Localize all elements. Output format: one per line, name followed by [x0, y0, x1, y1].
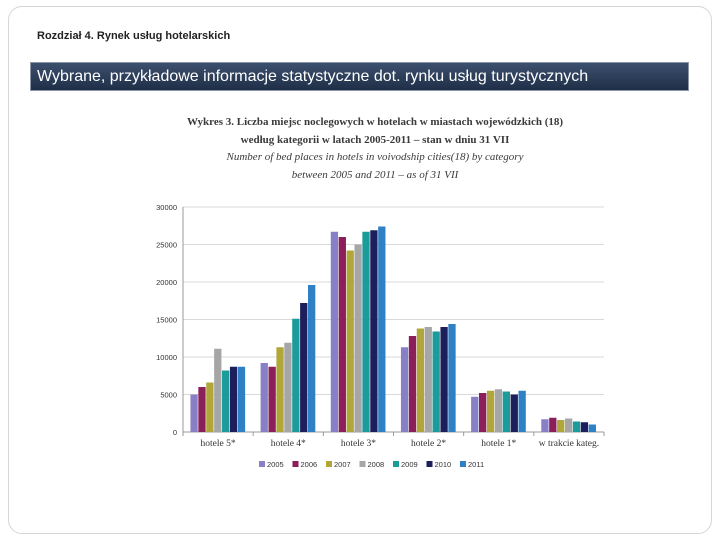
bar-2011-3	[448, 324, 456, 432]
bar-2011-4	[518, 390, 526, 432]
legend-swatch-2010	[426, 461, 433, 467]
bar-2005-5	[541, 419, 549, 432]
chapter-title: Rozdział 4. Rynek usług hotelarskich	[37, 30, 231, 42]
x-category-label: hotele 1*	[481, 439, 516, 449]
bar-2006-3	[408, 336, 417, 432]
bar-2009-2	[362, 231, 370, 432]
y-tick-label: 0	[173, 428, 177, 437]
bar-2010-2	[370, 230, 378, 432]
bar-2010-1	[300, 303, 308, 432]
bar-2008-4	[494, 389, 503, 432]
legend-swatch-2005	[259, 461, 265, 467]
x-category-label: hotele 5*	[201, 439, 236, 449]
bar-2006-1	[268, 366, 276, 432]
bar-2008-1	[284, 342, 292, 432]
legend-label-2011: 2011	[468, 460, 484, 469]
legend-label-2007: 2007	[334, 460, 351, 469]
bar-2009-3	[432, 331, 440, 432]
chart-title-block: Wykres 3. Liczba miejsc noclegowych w ho…	[140, 114, 610, 184]
bar-2010-4	[510, 394, 518, 432]
bar-2011-1	[308, 285, 316, 432]
legend: 2005 2006 2007 2008 2009 2010 2011	[259, 460, 484, 469]
y-tick-label: 20000	[156, 278, 177, 287]
legend-label-2009: 2009	[401, 460, 418, 469]
y-tick-label: 30000	[156, 203, 177, 212]
chart-title-pl-2: według kategorii w latach 2005-2011 – st…	[240, 133, 510, 146]
bar-2005-2	[330, 231, 339, 432]
chart-title-pl-1: Wykres 3. Liczba miejsc noclegowych w ho…	[186, 116, 564, 128]
bar-2007-0	[206, 382, 214, 432]
bar-2011-2	[378, 226, 386, 432]
bar-2006-0	[198, 387, 206, 432]
legend-swatch-2006	[292, 461, 299, 467]
legend-label-2008: 2008	[368, 460, 385, 469]
bar-2007-4	[486, 390, 495, 432]
legend-swatch-2011	[460, 461, 466, 467]
x-category-label: hotele 3*	[341, 439, 376, 449]
bar-2007-5	[557, 420, 565, 432]
bar-2005-4	[471, 396, 479, 432]
bar-2009-4	[502, 391, 510, 432]
bar-2007-2	[346, 250, 354, 432]
legend-label-2005: 2005	[267, 460, 284, 469]
bar-2007-1	[276, 347, 284, 432]
section-banner: Wybrane, przykładowe informacje statysty…	[30, 62, 689, 91]
bar-2005-3	[400, 347, 409, 432]
bar-2008-5	[564, 418, 573, 432]
bar-2009-0	[222, 370, 230, 432]
bar-2008-3	[424, 327, 432, 432]
y-tick-label: 15000	[156, 316, 177, 325]
legend-swatch-2008	[359, 461, 366, 467]
bar-2008-0	[214, 348, 222, 432]
bar-2010-0	[229, 366, 238, 432]
legend-swatch-2007	[326, 461, 332, 467]
bar-2010-5	[580, 422, 589, 432]
bar-2009-1	[292, 318, 300, 432]
legend-swatch-2009	[393, 461, 399, 467]
bar-2011-0	[237, 366, 246, 432]
bar-2006-2	[338, 237, 346, 432]
y-tick-label: 25000	[156, 241, 177, 250]
x-category-label: hotele 2*	[411, 439, 446, 449]
grid-lines	[183, 206, 604, 433]
x-category-label: w trakcie kateg.	[539, 439, 599, 449]
bar-2008-2	[354, 244, 362, 432]
bar-2006-4	[479, 393, 487, 432]
chart-title-en-2: between 2005 and 2011 – as of 31 VII	[291, 168, 459, 181]
legend-label-2006: 2006	[301, 460, 318, 469]
bar-2009-5	[572, 421, 581, 432]
chart-title-en-1: Number of bed places in hotels in voivod…	[226, 151, 524, 163]
y-tick-label: 5000	[160, 391, 177, 400]
bar-2007-3	[416, 328, 425, 432]
bar-2005-1	[260, 363, 268, 432]
y-tick-label: 10000	[156, 353, 177, 362]
bar-2006-5	[549, 417, 557, 432]
bar-2011-5	[588, 424, 596, 432]
bar-2010-3	[440, 327, 448, 432]
bar-2005-0	[190, 394, 198, 432]
bars	[190, 226, 596, 432]
axes: 0 5000 10000 15000 20000 25000 30000 hotele 5* h…	[156, 203, 605, 449]
x-category-label: hotele 4*	[271, 439, 306, 449]
legend-label-2010: 2010	[435, 460, 452, 469]
